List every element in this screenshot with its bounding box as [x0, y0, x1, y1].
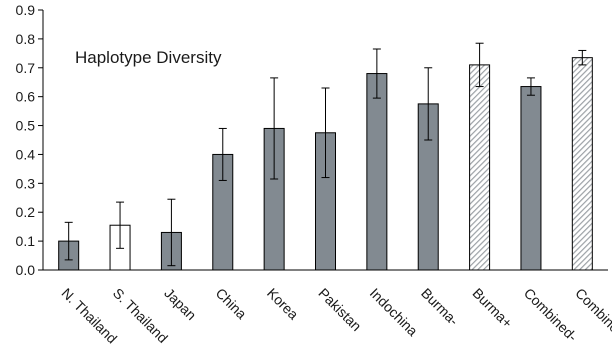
- bar: [469, 64, 491, 271]
- category-label: Combined-: [521, 285, 581, 345]
- category-label: S. Thailand: [110, 285, 171, 346]
- category-label: Burma-: [418, 285, 462, 329]
- y-tick-label: 0.3: [16, 175, 36, 191]
- category-label: Combined+: [572, 285, 612, 347]
- y-tick-label: 0.8: [16, 31, 36, 47]
- y-tick-label: 0.2: [16, 204, 36, 220]
- category-label: Korea: [264, 285, 302, 323]
- y-tick-label: 0.4: [16, 146, 36, 162]
- y-tick-label: 0.5: [16, 118, 36, 134]
- y-tick-label: 0.0: [16, 262, 36, 278]
- bar: [520, 86, 542, 271]
- y-tick-label: 0.7: [16, 60, 36, 76]
- bar: [571, 57, 593, 271]
- bars: [58, 57, 593, 271]
- category-label: Burma+: [469, 285, 515, 331]
- category-label: Pakistan: [315, 285, 364, 334]
- chart-title: Haplotype Diversity: [75, 48, 222, 67]
- category-label: China: [213, 285, 250, 322]
- y-tick-label: 0.6: [16, 89, 36, 105]
- y-tick-label: 0.9: [16, 2, 36, 18]
- y-tick-label: 0.1: [16, 233, 36, 249]
- category-label: Indochina: [367, 285, 421, 339]
- bar: [366, 73, 388, 271]
- error-bars: [64, 42, 587, 267]
- y-axis-ticks: 0.0 0.1 0.2 0.3 0.4 0.5 0.6 0.7 0.8 0.9: [16, 2, 43, 278]
- category-label: Japan: [161, 285, 199, 323]
